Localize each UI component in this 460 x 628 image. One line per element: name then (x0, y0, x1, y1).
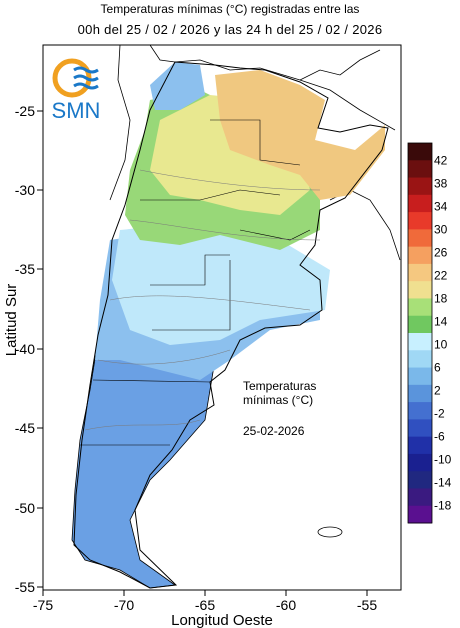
y-tick-label: -45 (15, 420, 35, 436)
legend-color-swatch (408, 384, 432, 403)
legend-label: 18 (434, 291, 448, 305)
x-tick-label: -70 (114, 597, 134, 613)
region-northwest-cold (150, 62, 205, 110)
y-tick-label: -30 (15, 182, 35, 198)
malvinas-outline (317, 526, 343, 538)
legend-label: 26 (434, 245, 448, 259)
legend-color-swatch (408, 333, 432, 351)
legend-label: 14 (434, 314, 448, 328)
logo-wave-icon (73, 74, 99, 82)
x-tick-label: -65 (195, 597, 215, 613)
x-tick-label: -60 (276, 597, 296, 613)
neighbor-borders (109, 44, 401, 261)
legend-color-swatch (408, 298, 432, 317)
y-tick-label: -35 (15, 261, 35, 277)
y-axis-label: Latitud Sur (3, 284, 20, 357)
color-legend: 42 38 34 30 26 22 18 14 10 6 2 -2 -6 -10 -14 -18 (407, 142, 452, 524)
contour-lines (84, 169, 321, 431)
legend-frame (407, 142, 433, 524)
legend-label: -14 (434, 476, 452, 490)
legend-color-swatch (408, 281, 432, 299)
x-tick-labels: -75 -70 -65 -60 -55 (33, 597, 377, 613)
legend-color-swatch (408, 471, 432, 489)
legend-label: 2 (434, 384, 441, 398)
x-axis-label: Longitud Oeste (171, 612, 273, 628)
legend-color-swatch (408, 453, 432, 472)
logo-wave-icon (73, 66, 99, 74)
y-tick-label: -50 (15, 500, 35, 516)
legend-label: 30 (434, 222, 448, 236)
logo-text: SMN (52, 98, 101, 123)
legend-label: 10 (434, 338, 448, 352)
legend-color-swatch (408, 436, 432, 455)
y-tick-labels: -25 -30 -35 -40 -45 -50 -55 (15, 103, 35, 595)
legend-color-swatch (408, 350, 432, 369)
legend-color-swatch (408, 263, 432, 282)
map-annotation: Temperaturas mínimas (°C) 25-02-2026 (243, 379, 316, 438)
legend-color-swatch (408, 505, 432, 524)
legend-color-swatch (408, 367, 432, 386)
region-warm (215, 70, 385, 200)
region-lightblue (112, 222, 330, 345)
legend-color-swatch (408, 194, 432, 213)
map-title-line-1: Temperaturas mínimas (°C) registradas en… (100, 2, 360, 16)
legend-color-swatch (408, 229, 432, 248)
legend-label: 6 (434, 361, 441, 375)
legend-label: -2 (434, 407, 445, 421)
legend-color-swatch (408, 246, 432, 265)
smn-logo: SMN (52, 58, 101, 123)
y-tick-label: -55 (15, 579, 35, 595)
legend-color-swatch (408, 212, 432, 230)
annotation-line-2: mínimas (°C) (243, 393, 313, 407)
x-tick-label: -55 (357, 597, 377, 613)
annotation-line-1: Temperaturas (243, 379, 316, 393)
legend-label: 42 (434, 153, 448, 167)
legend-label: 38 (434, 176, 448, 190)
x-tick-label: -75 (33, 597, 53, 613)
legend-color-swatch (408, 419, 432, 438)
legend-label: 34 (434, 199, 448, 213)
y-tick-label: -40 (15, 341, 35, 357)
annotation-date: 25-02-2026 (243, 424, 305, 438)
legend-label: -10 (434, 453, 452, 467)
legend-color-swatch (408, 315, 432, 334)
axis-ticks (37, 110, 368, 596)
legend-label: -6 (434, 430, 445, 444)
legend-color-swatch (408, 160, 432, 179)
province-borders (80, 119, 311, 446)
logo-wave-icon (73, 82, 99, 90)
legend-color-swatch (408, 402, 432, 420)
legend-color-swatch (408, 488, 432, 507)
legend-label: 22 (434, 268, 448, 282)
legend-color-swatch (408, 143, 432, 161)
map-title-line-2: 00h del 25 / 02 / 2026 y las 24 h del 25… (77, 22, 383, 37)
legend-label: -18 (434, 499, 452, 513)
y-tick-label: -25 (15, 103, 35, 119)
legend-color-swatch (408, 177, 432, 196)
